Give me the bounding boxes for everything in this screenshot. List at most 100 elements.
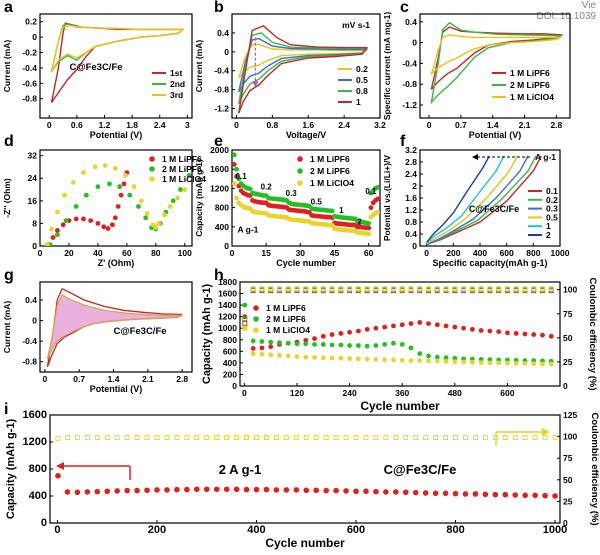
series-line — [426, 155, 537, 246]
data-point — [432, 490, 439, 497]
ce-point — [347, 286, 353, 292]
ce-point — [433, 435, 439, 440]
x-tick-label: 0 — [242, 388, 247, 398]
panel-i: 0 200 400 600 800 100004008001200160002550751… — [4, 401, 600, 550]
data-point — [373, 357, 379, 362]
data-point — [391, 323, 396, 329]
data-point — [170, 198, 176, 204]
data-point — [232, 162, 237, 167]
data-point — [417, 351, 423, 357]
data-point — [54, 209, 60, 215]
y-tick-label: 2.8 — [405, 157, 417, 167]
data-point — [443, 359, 449, 364]
data-point — [62, 192, 68, 198]
rate-label: 0.1 — [365, 187, 377, 196]
data-point — [329, 342, 335, 348]
ce-point — [423, 435, 429, 440]
data-point — [382, 357, 388, 363]
ce-point — [453, 435, 458, 440]
data-point — [70, 180, 76, 185]
y-tick-label: 0.4 — [217, 28, 229, 38]
y-tick-label: -0.8 — [214, 85, 229, 95]
data-point — [426, 358, 431, 364]
data-point — [263, 486, 270, 493]
x-tick-label: 400 — [473, 248, 487, 258]
ce-point — [294, 286, 300, 292]
data-point — [373, 325, 379, 331]
data-point — [112, 165, 118, 171]
x-tick-label: 240 — [342, 388, 356, 398]
legend-marker — [253, 316, 259, 322]
legend-label: 1 M LiClO4 — [310, 178, 354, 188]
annotation-text: C@Fe3C/Fe — [469, 204, 519, 214]
ce-point — [214, 435, 220, 440]
ce-point — [263, 435, 269, 440]
data-point — [338, 342, 344, 348]
data-point — [513, 331, 519, 336]
rate-label: 0.1 — [236, 172, 248, 181]
header-line1: Vie — [581, 0, 596, 11]
x-tick-label: 2.1 — [519, 120, 531, 130]
capacitive-area — [46, 294, 183, 360]
x-tick-label: 3 — [185, 120, 190, 130]
data-point — [417, 320, 423, 325]
data-point — [412, 489, 419, 496]
data-point — [294, 354, 300, 359]
ce-point — [463, 435, 468, 440]
data-point — [247, 186, 253, 192]
data-point — [443, 355, 449, 361]
legend-label: 2 — [546, 230, 551, 240]
data-point — [478, 328, 484, 333]
ce-point — [408, 286, 414, 292]
data-point — [303, 337, 309, 343]
x-axis-label: Potential (V) — [469, 130, 522, 140]
legend-label: 1 M LiPF6 — [162, 154, 202, 164]
x-axis-label: Cycle number — [265, 536, 345, 550]
data-point — [250, 346, 256, 351]
ce-point — [531, 286, 537, 292]
ce-point — [313, 435, 319, 440]
data-point — [548, 361, 554, 367]
ce-point — [496, 286, 502, 292]
data-point — [513, 361, 519, 366]
ce-point — [403, 435, 409, 440]
ce-point — [184, 435, 190, 440]
data-point — [426, 353, 431, 359]
axes-frame — [231, 149, 381, 247]
y-tick-label: 1200 — [218, 312, 237, 322]
panel-c: 0 0.7 1.4 2.1 2.8 -1.2 -0.8 -0.4 0 0.4 Potential (… — [382, 0, 571, 140]
data-point — [426, 321, 431, 326]
x-axis-label: Voltage/V — [286, 130, 326, 140]
data-point — [64, 489, 71, 495]
data-point — [375, 185, 380, 190]
y2-tick-label: 25 — [563, 357, 573, 367]
panel-letter: d — [4, 133, 14, 150]
data-point — [452, 355, 458, 361]
plot-area — [44, 163, 192, 246]
ce-point — [343, 435, 349, 440]
legend-label: 1st — [170, 68, 182, 78]
panel-f: 0 200 400 600 800 1000 0 0.4 0.8 1.2 1.6 2 2.4 2.8 3.2… — [382, 133, 570, 268]
ce-point — [390, 286, 396, 292]
legend-label: 0.3 — [546, 204, 558, 214]
ce-point — [532, 435, 538, 440]
x-tick-label: 1.2 — [99, 120, 111, 130]
y-tick-label: 0 — [41, 517, 47, 529]
ce-point — [383, 435, 389, 440]
x-axis-label: Potential (V) — [90, 130, 143, 140]
ce-point — [242, 325, 248, 331]
data-point — [73, 204, 79, 209]
data-point — [303, 487, 310, 494]
ce-point — [74, 435, 80, 440]
data-point — [293, 487, 300, 493]
y-tick-label: 1800 — [218, 277, 237, 287]
data-point — [134, 487, 140, 494]
data-point — [487, 360, 493, 366]
ce-point — [338, 286, 344, 292]
data-point — [277, 340, 282, 346]
x-tick-label: 600 — [347, 524, 365, 536]
legend-marker — [149, 156, 155, 162]
y2-tick-label: 75 — [563, 453, 573, 463]
x-tick-label: 1.6 — [302, 120, 314, 130]
data-point — [552, 493, 558, 499]
